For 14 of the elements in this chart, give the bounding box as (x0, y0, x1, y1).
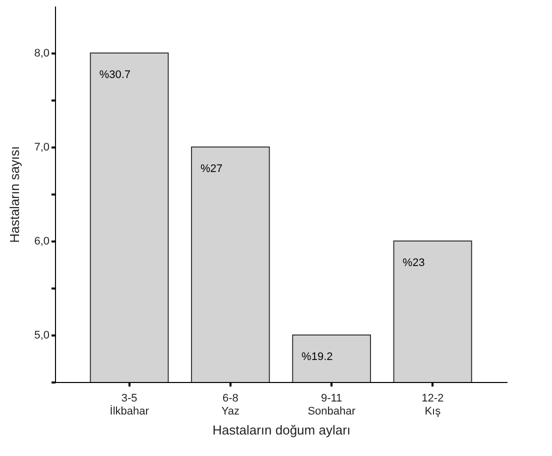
x-axis-title: Hastaların doğum ayları (212, 422, 351, 438)
y-tick-label: 5,0 (34, 330, 50, 342)
annotation: %23 (402, 257, 425, 269)
y-tick-label: 7,0 (34, 142, 50, 154)
y-tick-label: 6,0 (34, 236, 50, 248)
y-tick-label: 8,0 (34, 48, 50, 60)
annotation: %30.7 (99, 69, 131, 81)
annotation: %27 (200, 163, 222, 175)
y-axis-title: Hastaların sayısı (7, 146, 22, 243)
x-tick-label: 9-11 Sonbahar (308, 392, 356, 418)
annotation: %19.2 (302, 351, 333, 363)
x-tick-label: 12-2 Kış (422, 392, 444, 418)
x-tick-label: 6-8 Yaz (221, 392, 240, 418)
x-tick-label: 3-5 İlkbahar (110, 392, 150, 418)
